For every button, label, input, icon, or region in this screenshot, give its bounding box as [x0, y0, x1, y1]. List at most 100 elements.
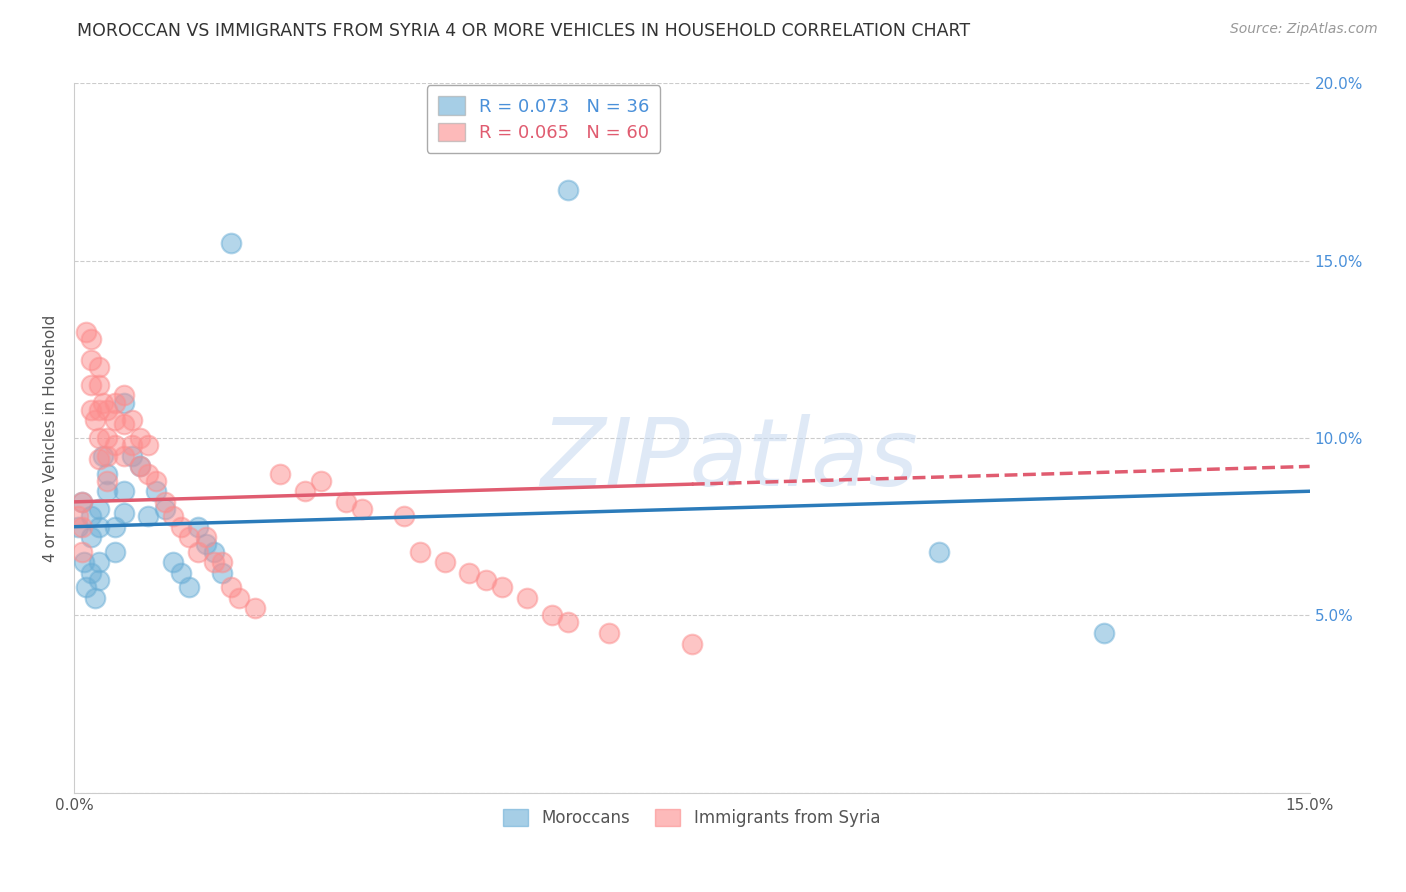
- Point: [179, 580, 201, 594]
- Point: [129, 459, 152, 474]
- Point: [516, 591, 538, 605]
- Point: [75, 325, 97, 339]
- Point: [121, 413, 143, 427]
- Point: [73, 555, 96, 569]
- Point: [83, 591, 105, 605]
- Point: [87, 360, 110, 375]
- Point: [79, 377, 101, 392]
- Point: [91, 395, 114, 409]
- Point: [87, 402, 110, 417]
- Point: [72, 495, 94, 509]
- Point: [170, 566, 193, 580]
- Point: [136, 509, 159, 524]
- Point: [433, 555, 456, 569]
- Point: [162, 509, 184, 524]
- Point: [112, 388, 135, 402]
- Point: [245, 601, 267, 615]
- Point: [409, 544, 432, 558]
- Point: [79, 353, 101, 368]
- Point: [91, 449, 114, 463]
- Point: [75, 580, 97, 594]
- Point: [392, 509, 415, 524]
- Point: [112, 506, 135, 520]
- Point: [72, 544, 94, 558]
- Point: [96, 402, 118, 417]
- Point: [104, 438, 127, 452]
- Point: [928, 544, 950, 558]
- Point: [72, 519, 94, 533]
- Point: [87, 519, 110, 533]
- Point: [96, 474, 118, 488]
- Point: [112, 449, 135, 463]
- Point: [87, 377, 110, 392]
- Point: [87, 573, 110, 587]
- Point: [96, 449, 118, 463]
- Point: [458, 566, 481, 580]
- Point: [121, 449, 143, 463]
- Point: [153, 502, 176, 516]
- Point: [1092, 626, 1115, 640]
- Point: [96, 467, 118, 481]
- Point: [294, 484, 316, 499]
- Point: [79, 332, 101, 346]
- Point: [187, 519, 209, 533]
- Point: [79, 402, 101, 417]
- Point: [96, 484, 118, 499]
- Point: [491, 580, 513, 594]
- Point: [228, 591, 250, 605]
- Point: [104, 413, 127, 427]
- Point: [87, 452, 110, 467]
- Point: [202, 544, 225, 558]
- Point: [194, 530, 217, 544]
- Point: [136, 438, 159, 452]
- Point: [67, 519, 90, 533]
- Point: [67, 509, 90, 524]
- Point: [129, 431, 152, 445]
- Point: [202, 555, 225, 569]
- Point: [194, 537, 217, 551]
- Point: [72, 495, 94, 509]
- Point: [309, 474, 332, 488]
- Legend: Moroccans, Immigrants from Syria: Moroccans, Immigrants from Syria: [496, 803, 887, 834]
- Point: [170, 519, 193, 533]
- Point: [79, 509, 101, 524]
- Point: [269, 467, 291, 481]
- Point: [598, 626, 620, 640]
- Point: [475, 573, 498, 587]
- Point: [104, 395, 127, 409]
- Point: [219, 580, 242, 594]
- Point: [211, 555, 233, 569]
- Point: [112, 484, 135, 499]
- Point: [79, 566, 101, 580]
- Point: [96, 431, 118, 445]
- Point: [112, 417, 135, 431]
- Point: [219, 235, 242, 250]
- Point: [162, 555, 184, 569]
- Text: Source: ZipAtlas.com: Source: ZipAtlas.com: [1230, 22, 1378, 37]
- Point: [112, 395, 135, 409]
- Point: [211, 566, 233, 580]
- Point: [87, 502, 110, 516]
- Point: [87, 431, 110, 445]
- Point: [104, 544, 127, 558]
- Point: [153, 495, 176, 509]
- Point: [136, 467, 159, 481]
- Point: [179, 530, 201, 544]
- Point: [83, 413, 105, 427]
- Point: [557, 615, 579, 630]
- Point: [79, 530, 101, 544]
- Text: MOROCCAN VS IMMIGRANTS FROM SYRIA 4 OR MORE VEHICLES IN HOUSEHOLD CORRELATION CH: MOROCCAN VS IMMIGRANTS FROM SYRIA 4 OR M…: [77, 22, 970, 40]
- Point: [681, 637, 703, 651]
- Point: [121, 438, 143, 452]
- Point: [335, 495, 357, 509]
- Point: [352, 502, 374, 516]
- Point: [87, 555, 110, 569]
- Point: [187, 544, 209, 558]
- Point: [145, 474, 167, 488]
- Point: [540, 608, 562, 623]
- Y-axis label: 4 or more Vehicles in Household: 4 or more Vehicles in Household: [44, 314, 58, 562]
- Point: [557, 183, 579, 197]
- Text: ZIPatlas: ZIPatlas: [540, 414, 918, 505]
- Point: [129, 459, 152, 474]
- Point: [145, 484, 167, 499]
